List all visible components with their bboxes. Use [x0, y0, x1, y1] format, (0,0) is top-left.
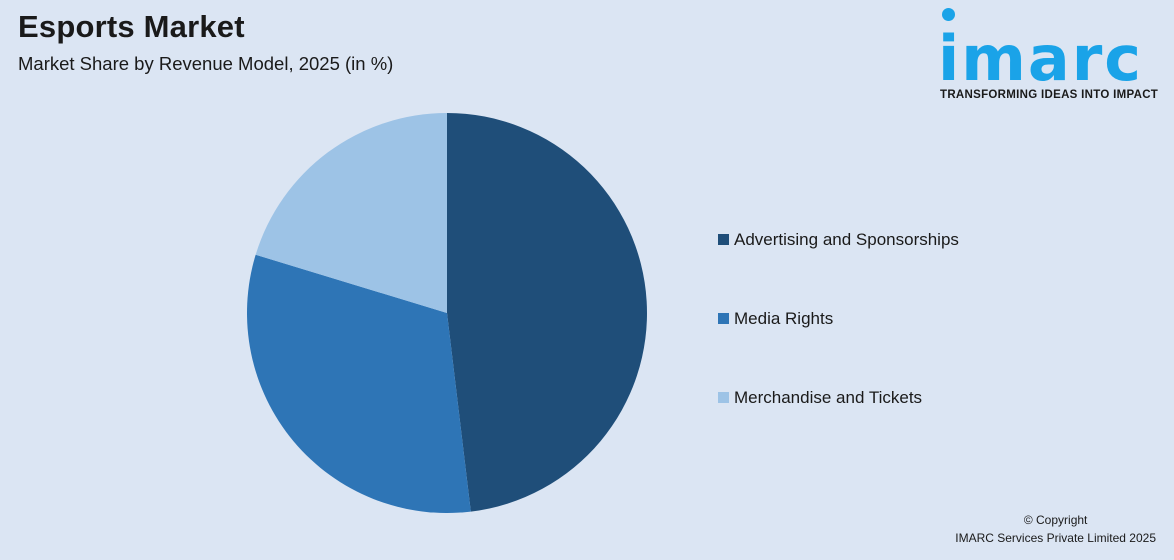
legend-item: Media Rights	[718, 309, 833, 329]
chart-title: Esports Market	[18, 9, 245, 44]
logo-dot-icon	[942, 8, 955, 21]
legend-swatch	[718, 392, 729, 404]
legend-label: Advertising and Sponsorships	[734, 230, 959, 249]
logo-wordmark: imarc	[938, 22, 1144, 95]
chart-subtitle: Market Share by Revenue Model, 2025 (in …	[18, 53, 394, 74]
copyright-line-2: IMARC Services Private Limited 2025	[955, 531, 1156, 545]
pie-slice-advertising-and-sponsorships	[447, 113, 647, 512]
copyright-notice: © Copyright IMARC Services Private Limit…	[955, 511, 1156, 547]
legend-swatch	[718, 234, 729, 246]
logo-tagline: TRANSFORMING IDEAS INTO IMPACT	[940, 89, 1159, 101]
legend-item: Merchandise and Tickets	[718, 388, 922, 408]
legend-label: Media Rights	[734, 309, 834, 328]
legend-item: Advertising and Sponsorships	[718, 230, 959, 250]
pie-slice-media-rights	[246, 254, 471, 513]
legend-swatch	[718, 313, 729, 325]
imarc-logo: imarc TRANSFORMING IDEAS INTO IMPACT	[938, 8, 1164, 104]
pie-slice-merchandise-and-tickets	[255, 113, 447, 313]
copyright-line-1: © Copyright	[1023, 513, 1088, 527]
legend-label: Merchandise and Tickets	[734, 388, 923, 407]
